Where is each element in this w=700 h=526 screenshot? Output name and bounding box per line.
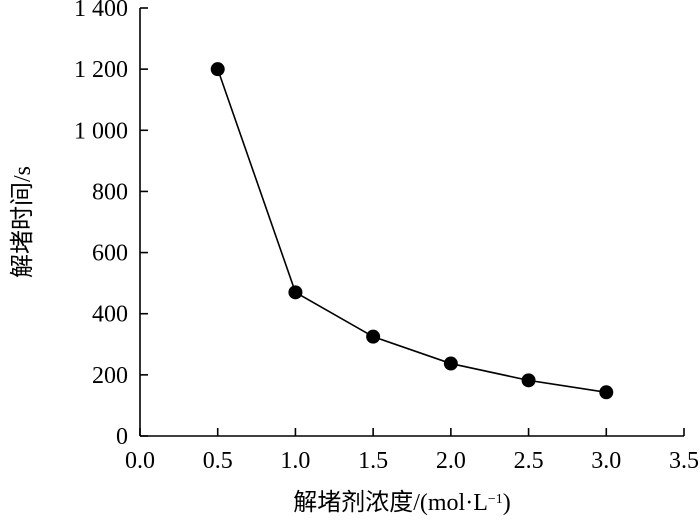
x-tick-label: 2.0 xyxy=(436,448,466,474)
data-point xyxy=(443,356,458,371)
data-point xyxy=(366,329,381,344)
ticks: 0 200 400 600 800 1 000 1 200 1 400 0.0 0.5 1.0 1.5… xyxy=(74,0,699,474)
axes xyxy=(139,8,684,437)
x-axis-label-main: 解堵剂浓度/(mol·L xyxy=(293,489,488,516)
x-axis-label-close: ) xyxy=(503,490,511,516)
y-tick-label: 400 xyxy=(92,302,128,328)
x-tick-label: 3.5 xyxy=(669,448,699,474)
x-tick-label: 2.5 xyxy=(514,448,544,474)
x-tick-label: 3.0 xyxy=(591,448,621,474)
data-point xyxy=(210,62,225,77)
data-point xyxy=(599,385,614,400)
x-axis-label: 解堵剂浓度/(mol·L−1) xyxy=(293,489,511,516)
y-tick-label: 0 xyxy=(116,424,128,450)
y-axis-label: 解堵时间/s xyxy=(9,166,36,278)
x-axis-label-sup: −1 xyxy=(488,492,503,507)
y-tick-label: 800 xyxy=(92,179,128,205)
y-tick-label: 600 xyxy=(92,241,128,267)
data-point xyxy=(288,285,303,300)
y-tick-label: 200 xyxy=(92,363,128,389)
data-point xyxy=(521,373,536,388)
data-points xyxy=(210,62,614,400)
x-tick-label: 0.5 xyxy=(203,448,233,474)
x-tick-label: 1.0 xyxy=(280,448,310,474)
series xyxy=(216,68,607,394)
x-tick-label: 0.0 xyxy=(125,448,155,474)
x-tick-label: 1.5 xyxy=(358,448,388,474)
y-tick-label: 1 200 xyxy=(74,57,128,83)
series-line xyxy=(216,68,607,394)
y-tick-label: 1 000 xyxy=(74,118,128,144)
y-tick-label: 1 400 xyxy=(74,0,128,22)
